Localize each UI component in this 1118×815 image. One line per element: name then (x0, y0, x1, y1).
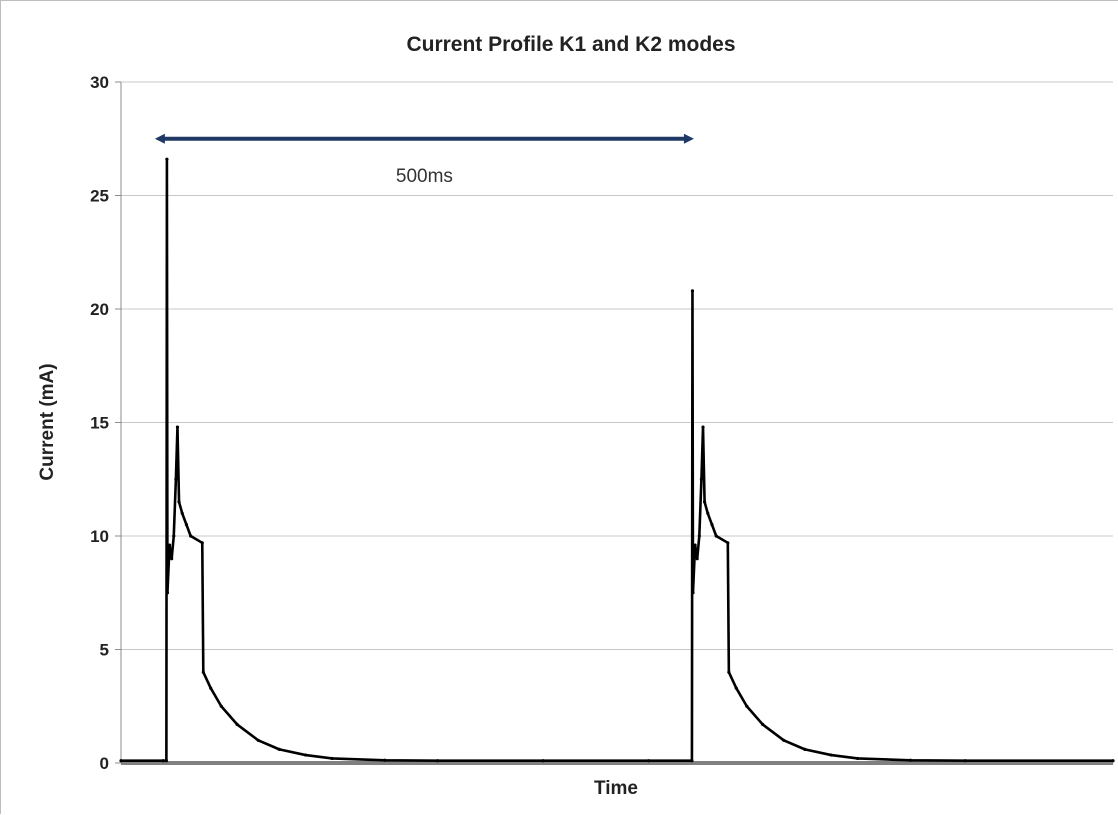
series-point-0-8 (174, 477, 178, 481)
y-tick-label-0: 0 (100, 754, 109, 773)
series-point-0-24 (435, 759, 440, 763)
series-point-0-44 (782, 738, 786, 742)
series-point-0-18 (235, 722, 239, 727)
series-point-0-14 (200, 541, 204, 545)
series-point-0-42 (745, 704, 749, 708)
series-point-0-46 (829, 753, 833, 757)
series-point-0-32 (697, 534, 701, 538)
y-axis: 0 5 10 15 20 25 30 (90, 73, 122, 773)
series-point-0-26 (647, 759, 651, 763)
series-point-0-29 (691, 591, 695, 595)
series-point-0-7 (172, 534, 176, 538)
series-point-0-16 (209, 686, 213, 690)
series-point-0-5 (167, 543, 172, 547)
series-point-0-25 (541, 759, 545, 763)
series-point-0-4 (165, 591, 170, 595)
y-tick-label-5: 5 (100, 641, 109, 660)
series-point-0-19 (256, 738, 260, 742)
series-point-0-47 (856, 756, 860, 761)
series-point-0-31 (695, 557, 699, 561)
series-point-0-11 (180, 511, 184, 515)
y-tick-label-25: 25 (90, 187, 109, 206)
series-point-0-45 (803, 747, 807, 751)
series-point-0-0 (119, 759, 123, 763)
y-tick-label-15: 15 (90, 414, 109, 433)
chart-title: Current Profile K1 and K2 modes (406, 33, 735, 56)
series-point-0-1 (161, 759, 165, 763)
series-point-0-49 (963, 759, 967, 763)
annotation-arrow-right-head (683, 133, 694, 144)
series-point-0-22 (330, 756, 334, 761)
series-point-0-38 (714, 534, 718, 538)
series-point-0-28 (690, 289, 695, 293)
y-tick-label-10: 10 (90, 527, 109, 546)
y-tick-label-30: 30 (90, 73, 109, 92)
series-point-0-30 (693, 543, 697, 547)
series-point-0-33 (699, 477, 704, 481)
series-point-0-20 (277, 747, 281, 751)
series-point-0-2 (164, 759, 168, 763)
series-point-0-37 (710, 523, 714, 527)
series-point-0-6 (170, 557, 174, 561)
series-line-0 (121, 157, 1113, 763)
annotation: 500ms (154, 133, 694, 187)
series-point-0-13 (189, 534, 193, 538)
series-point-0-36 (706, 511, 710, 515)
series-point-0-17 (219, 704, 223, 708)
series-point-0-3 (165, 157, 169, 161)
series-point-0-21 (304, 753, 308, 757)
series-point-0-40 (727, 670, 731, 674)
annotation-arrow-left-head (154, 133, 165, 144)
series-point-0-12 (184, 523, 189, 527)
series-point-0-15 (201, 670, 205, 674)
series-point-0-9 (175, 425, 180, 429)
y-axis-title: Current (mA) (37, 363, 58, 480)
annotation-label: 500ms (396, 166, 453, 187)
y-tick-label-20: 20 (90, 300, 109, 319)
series-point-0-23 (383, 758, 387, 762)
series-point-0-43 (761, 722, 765, 727)
series-point-0-48 (908, 758, 912, 762)
series-point-0-35 (702, 500, 707, 504)
gridlines (121, 81, 1113, 650)
series-point-0-10 (177, 500, 181, 504)
x-axis-title: Time (594, 778, 638, 799)
series-layer (119, 157, 1115, 763)
series-point-0-34 (701, 425, 705, 429)
series-point-0-27 (690, 759, 694, 763)
series-point-0-41 (734, 686, 738, 690)
series-point-0-39 (726, 541, 730, 545)
series-point-0-50 (1111, 759, 1115, 763)
